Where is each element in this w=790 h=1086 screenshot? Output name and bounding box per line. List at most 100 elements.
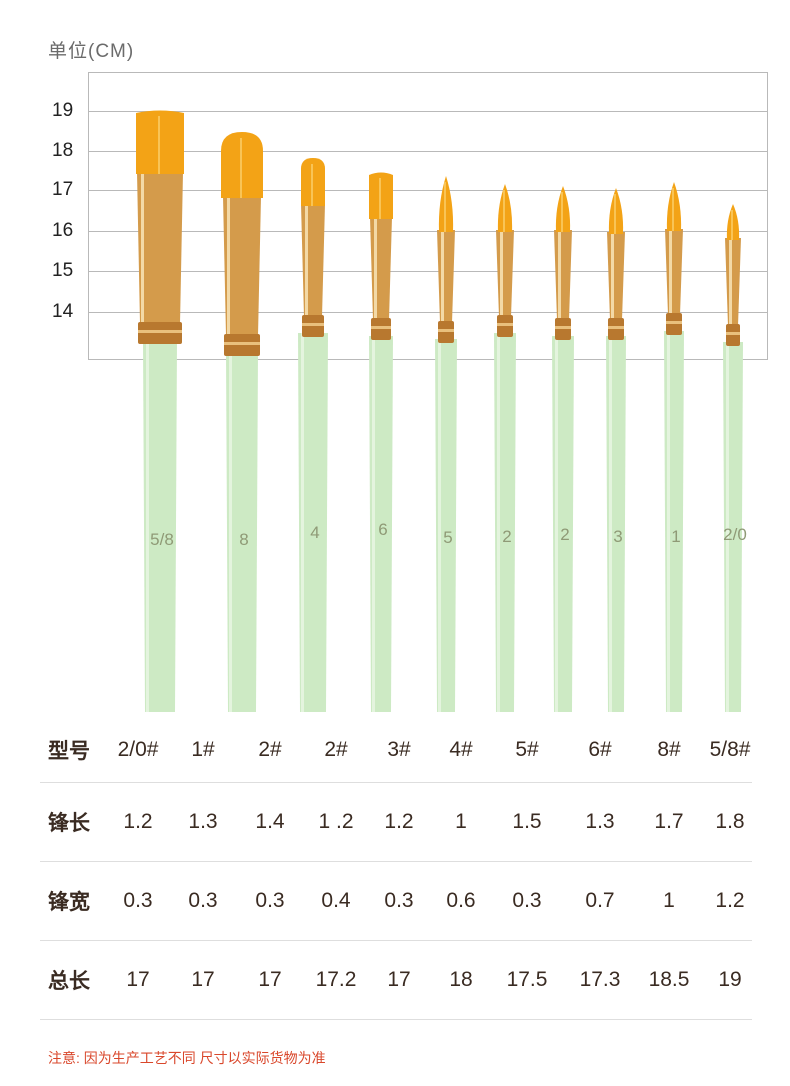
brush-handle	[143, 340, 177, 712]
handle-highlight	[229, 352, 232, 712]
row-header: 锋宽	[48, 891, 90, 914]
ferrule-highlight	[305, 204, 308, 317]
handle-size-label: 5	[443, 528, 452, 547]
ferrule-ring	[555, 326, 571, 329]
table-cell: 1	[455, 810, 467, 833]
brush-ferrule	[137, 172, 183, 324]
ferrule-highlight	[141, 172, 144, 324]
ferrule-ring	[438, 329, 454, 332]
table-cell: 5/8#	[709, 738, 751, 761]
handle-size-label: 2	[560, 525, 569, 544]
ruler-tick: 15	[52, 260, 74, 281]
table-cell: 17.2	[315, 968, 357, 991]
table-row-tip-length: 锋长 1.2 1.3 1.4 1 .2 1.2 1 1.5 1.3 1.7 1.8	[40, 783, 752, 862]
table-cell: 18	[449, 968, 473, 991]
ruler-tick: 14	[52, 301, 74, 322]
table-row-model: 型号 2/0# 1# 2# 2# 3# 4# 5# 6# 8# 5/8#	[40, 718, 752, 783]
handle-highlight	[146, 340, 149, 712]
brush-handle	[226, 352, 258, 712]
table-cell: 17	[258, 968, 282, 991]
table-cell: 17.3	[579, 968, 621, 991]
brush-ferrule	[607, 232, 625, 320]
ruler-tick: 19	[52, 100, 74, 121]
table-cell: 2#	[324, 738, 348, 761]
table-cell: 1.4	[255, 810, 285, 833]
handle-highlight	[301, 333, 304, 712]
handle-size-label: 5/8	[150, 530, 174, 549]
gridline	[88, 190, 768, 191]
table-cell: 0.3	[188, 889, 218, 912]
unit-label: 单位(CM)	[48, 41, 135, 62]
table-cell: 1	[663, 889, 675, 912]
table-cell: 1.8	[715, 810, 745, 833]
ferrule-highlight	[558, 230, 561, 320]
table-cell: 0.3	[255, 889, 285, 912]
table-cell: 0.4	[321, 889, 351, 912]
spec-table: 型号 2/0# 1# 2# 2# 3# 4# 5# 6# 8# 5/8# 锋长 1.2 1.3 1.4…	[40, 718, 752, 1020]
table-cell: 1.2	[384, 810, 414, 833]
disclaimer-note: 注意: 因为生产工艺不同 尺寸以实际货物为准	[48, 1050, 326, 1066]
brush-ferrule	[223, 196, 261, 336]
table-cell: 17	[387, 968, 411, 991]
table-cell: 1 .2	[318, 810, 354, 833]
gridline	[88, 271, 768, 272]
ferrule-highlight	[669, 229, 672, 315]
ferrule-ring	[302, 323, 324, 326]
handle-size-label: 2	[502, 527, 511, 546]
handle-size-label: 3	[613, 527, 622, 546]
brush-ferrule	[665, 229, 683, 315]
ferrule-ring	[666, 321, 682, 324]
table-cell: 1.3	[585, 810, 615, 833]
gridline	[88, 151, 768, 152]
ferrule-highlight	[611, 232, 614, 320]
brush-ferrule	[554, 230, 572, 320]
brush-ferrule	[437, 230, 455, 323]
ferrule-ring	[224, 342, 260, 345]
table-cell: 0.6	[446, 889, 476, 912]
row-header: 型号	[48, 740, 90, 763]
brush-ferrule	[725, 238, 741, 326]
table-cell: 18.5	[648, 968, 690, 991]
ferrule-ring	[608, 326, 624, 329]
ruler-frame	[88, 72, 768, 360]
handle-highlight	[726, 342, 729, 712]
table-cell: 17.5	[506, 968, 548, 991]
table-cell: 17	[126, 968, 150, 991]
handle-size-label: 1	[671, 527, 680, 546]
table-cell: 1.2	[715, 889, 745, 912]
ferrule-highlight	[441, 230, 444, 323]
ruler-tick: 16	[52, 220, 74, 241]
ferrule-ring	[138, 330, 182, 333]
table-row-tip-width: 锋宽 0.3 0.3 0.3 0.4 0.3 0.6 0.3 0.7 1 1.2	[40, 862, 752, 941]
gridline	[88, 111, 768, 112]
table-cell: 5#	[515, 738, 539, 761]
table-cell: 1.2	[123, 810, 153, 833]
ferrule-ring	[497, 323, 513, 326]
ferrule-highlight	[227, 196, 230, 336]
ferrule-ring	[371, 326, 391, 329]
handle-size-label: 6	[378, 520, 387, 539]
brush-ferrule	[496, 230, 514, 317]
brush-ferrule	[370, 217, 392, 320]
table-cell: 17	[191, 968, 215, 991]
table-cell: 3#	[387, 738, 411, 761]
table-cell: 1#	[191, 738, 215, 761]
brush-illustration: 5/8 8 4 6 5 2 2 3 1 2/0	[136, 110, 747, 712]
handle-highlight	[438, 339, 441, 712]
handle-highlight	[555, 336, 558, 712]
gridline	[88, 312, 768, 313]
handle-size-label: 4	[310, 523, 319, 542]
table-cell: 1.5	[512, 810, 542, 833]
brush-ferrule	[301, 204, 325, 317]
brush-handle	[298, 333, 328, 712]
table-cell: 2#	[258, 738, 282, 761]
handle-size-label: 2/0	[723, 525, 747, 544]
handle-size-label: 8	[239, 530, 248, 549]
table-cell: 1.7	[654, 810, 684, 833]
table-cell: 4#	[449, 738, 473, 761]
ferrule-highlight	[374, 217, 377, 320]
handle-highlight	[372, 336, 375, 712]
ferrule-ring	[726, 332, 740, 335]
table-cell: 0.3	[123, 889, 153, 912]
table-cell: 0.3	[384, 889, 414, 912]
